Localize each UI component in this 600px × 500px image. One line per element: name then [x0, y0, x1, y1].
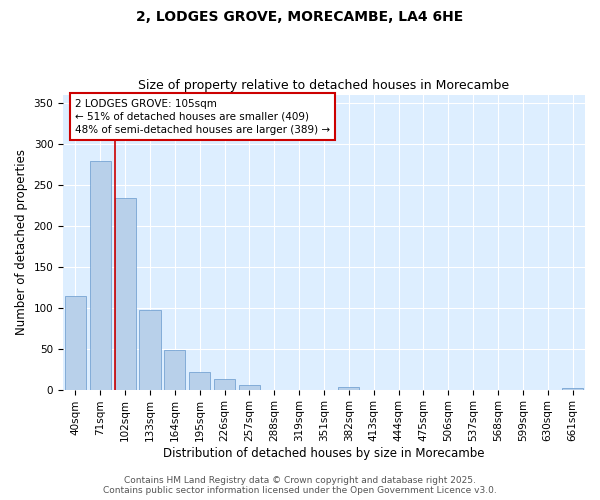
Bar — [139, 310, 161, 390]
Y-axis label: Number of detached properties: Number of detached properties — [15, 149, 28, 335]
Text: 2, LODGES GROVE, MORECAMBE, LA4 6HE: 2, LODGES GROVE, MORECAMBE, LA4 6HE — [136, 10, 464, 24]
Bar — [562, 388, 583, 390]
Bar — [189, 372, 210, 390]
Text: 2 LODGES GROVE: 105sqm
← 51% of detached houses are smaller (409)
48% of semi-de: 2 LODGES GROVE: 105sqm ← 51% of detached… — [75, 98, 330, 135]
X-axis label: Distribution of detached houses by size in Morecambe: Distribution of detached houses by size … — [163, 447, 485, 460]
Bar — [214, 379, 235, 390]
Bar — [90, 161, 111, 390]
Title: Size of property relative to detached houses in Morecambe: Size of property relative to detached ho… — [139, 79, 509, 92]
Bar — [239, 386, 260, 390]
Text: Contains HM Land Registry data © Crown copyright and database right 2025.
Contai: Contains HM Land Registry data © Crown c… — [103, 476, 497, 495]
Bar — [65, 296, 86, 390]
Bar — [164, 350, 185, 390]
Bar — [338, 387, 359, 390]
Bar — [115, 198, 136, 390]
